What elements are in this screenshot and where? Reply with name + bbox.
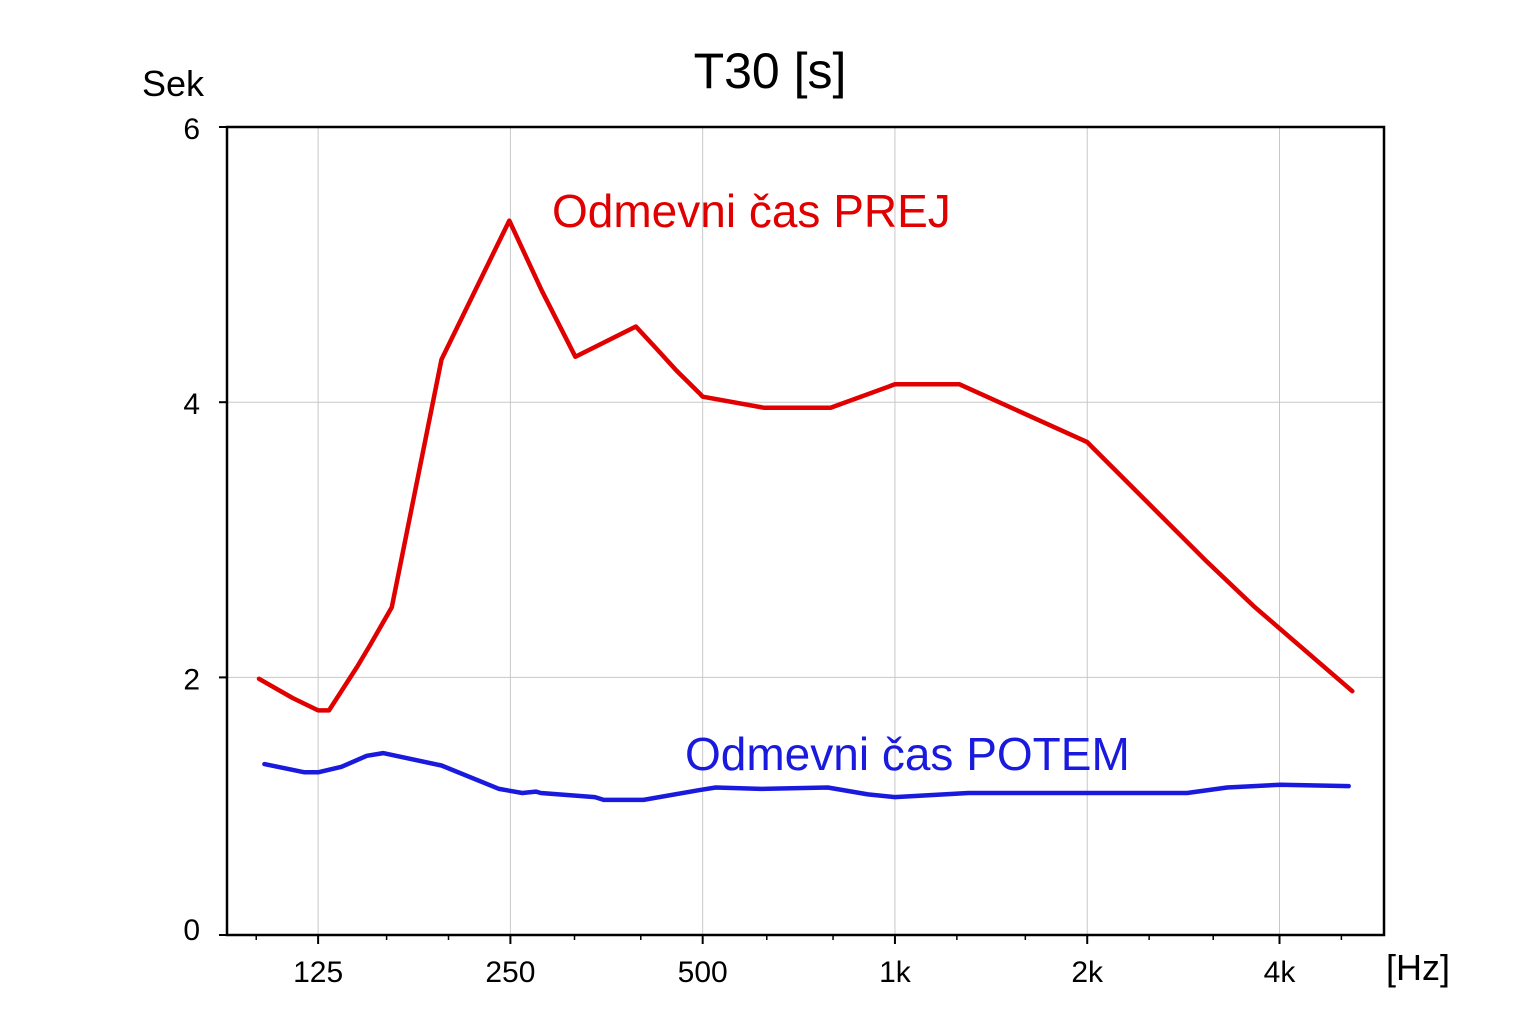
series-lines [256, 218, 1355, 803]
x-tick-label: 2k [1071, 956, 1104, 989]
grid [227, 127, 1384, 935]
series-label-prej: Odmevni čas PREJ [552, 185, 951, 237]
x-tick-label: 250 [485, 956, 535, 989]
chart-title: T30 [s] [694, 43, 847, 99]
x-tick-label: 125 [293, 956, 343, 989]
y-tick-label: 0 [183, 914, 200, 947]
x-tick-label: 4k [1264, 956, 1297, 989]
x-tick-label: 1k [879, 956, 912, 989]
axis-ticks: 0 2 4 6 125 250 500 1k 2k 4k [183, 113, 1343, 989]
series-labels: Odmevni čas PREJ Odmevni čas POTEM [552, 185, 1130, 780]
x-axis-label: [Hz] [1386, 947, 1450, 988]
x-tick-label: 500 [678, 956, 728, 989]
y-tick-label: 2 [183, 663, 200, 696]
series-line-prej [256, 218, 1355, 713]
y-axis-label: Sek [142, 63, 205, 104]
series-line-potem [262, 750, 1351, 803]
series-label-potem: Odmevni čas POTEM [685, 728, 1130, 780]
plot-frame [225, 125, 1386, 937]
y-tick-label: 4 [183, 388, 200, 421]
y-tick-label: 6 [183, 113, 200, 146]
